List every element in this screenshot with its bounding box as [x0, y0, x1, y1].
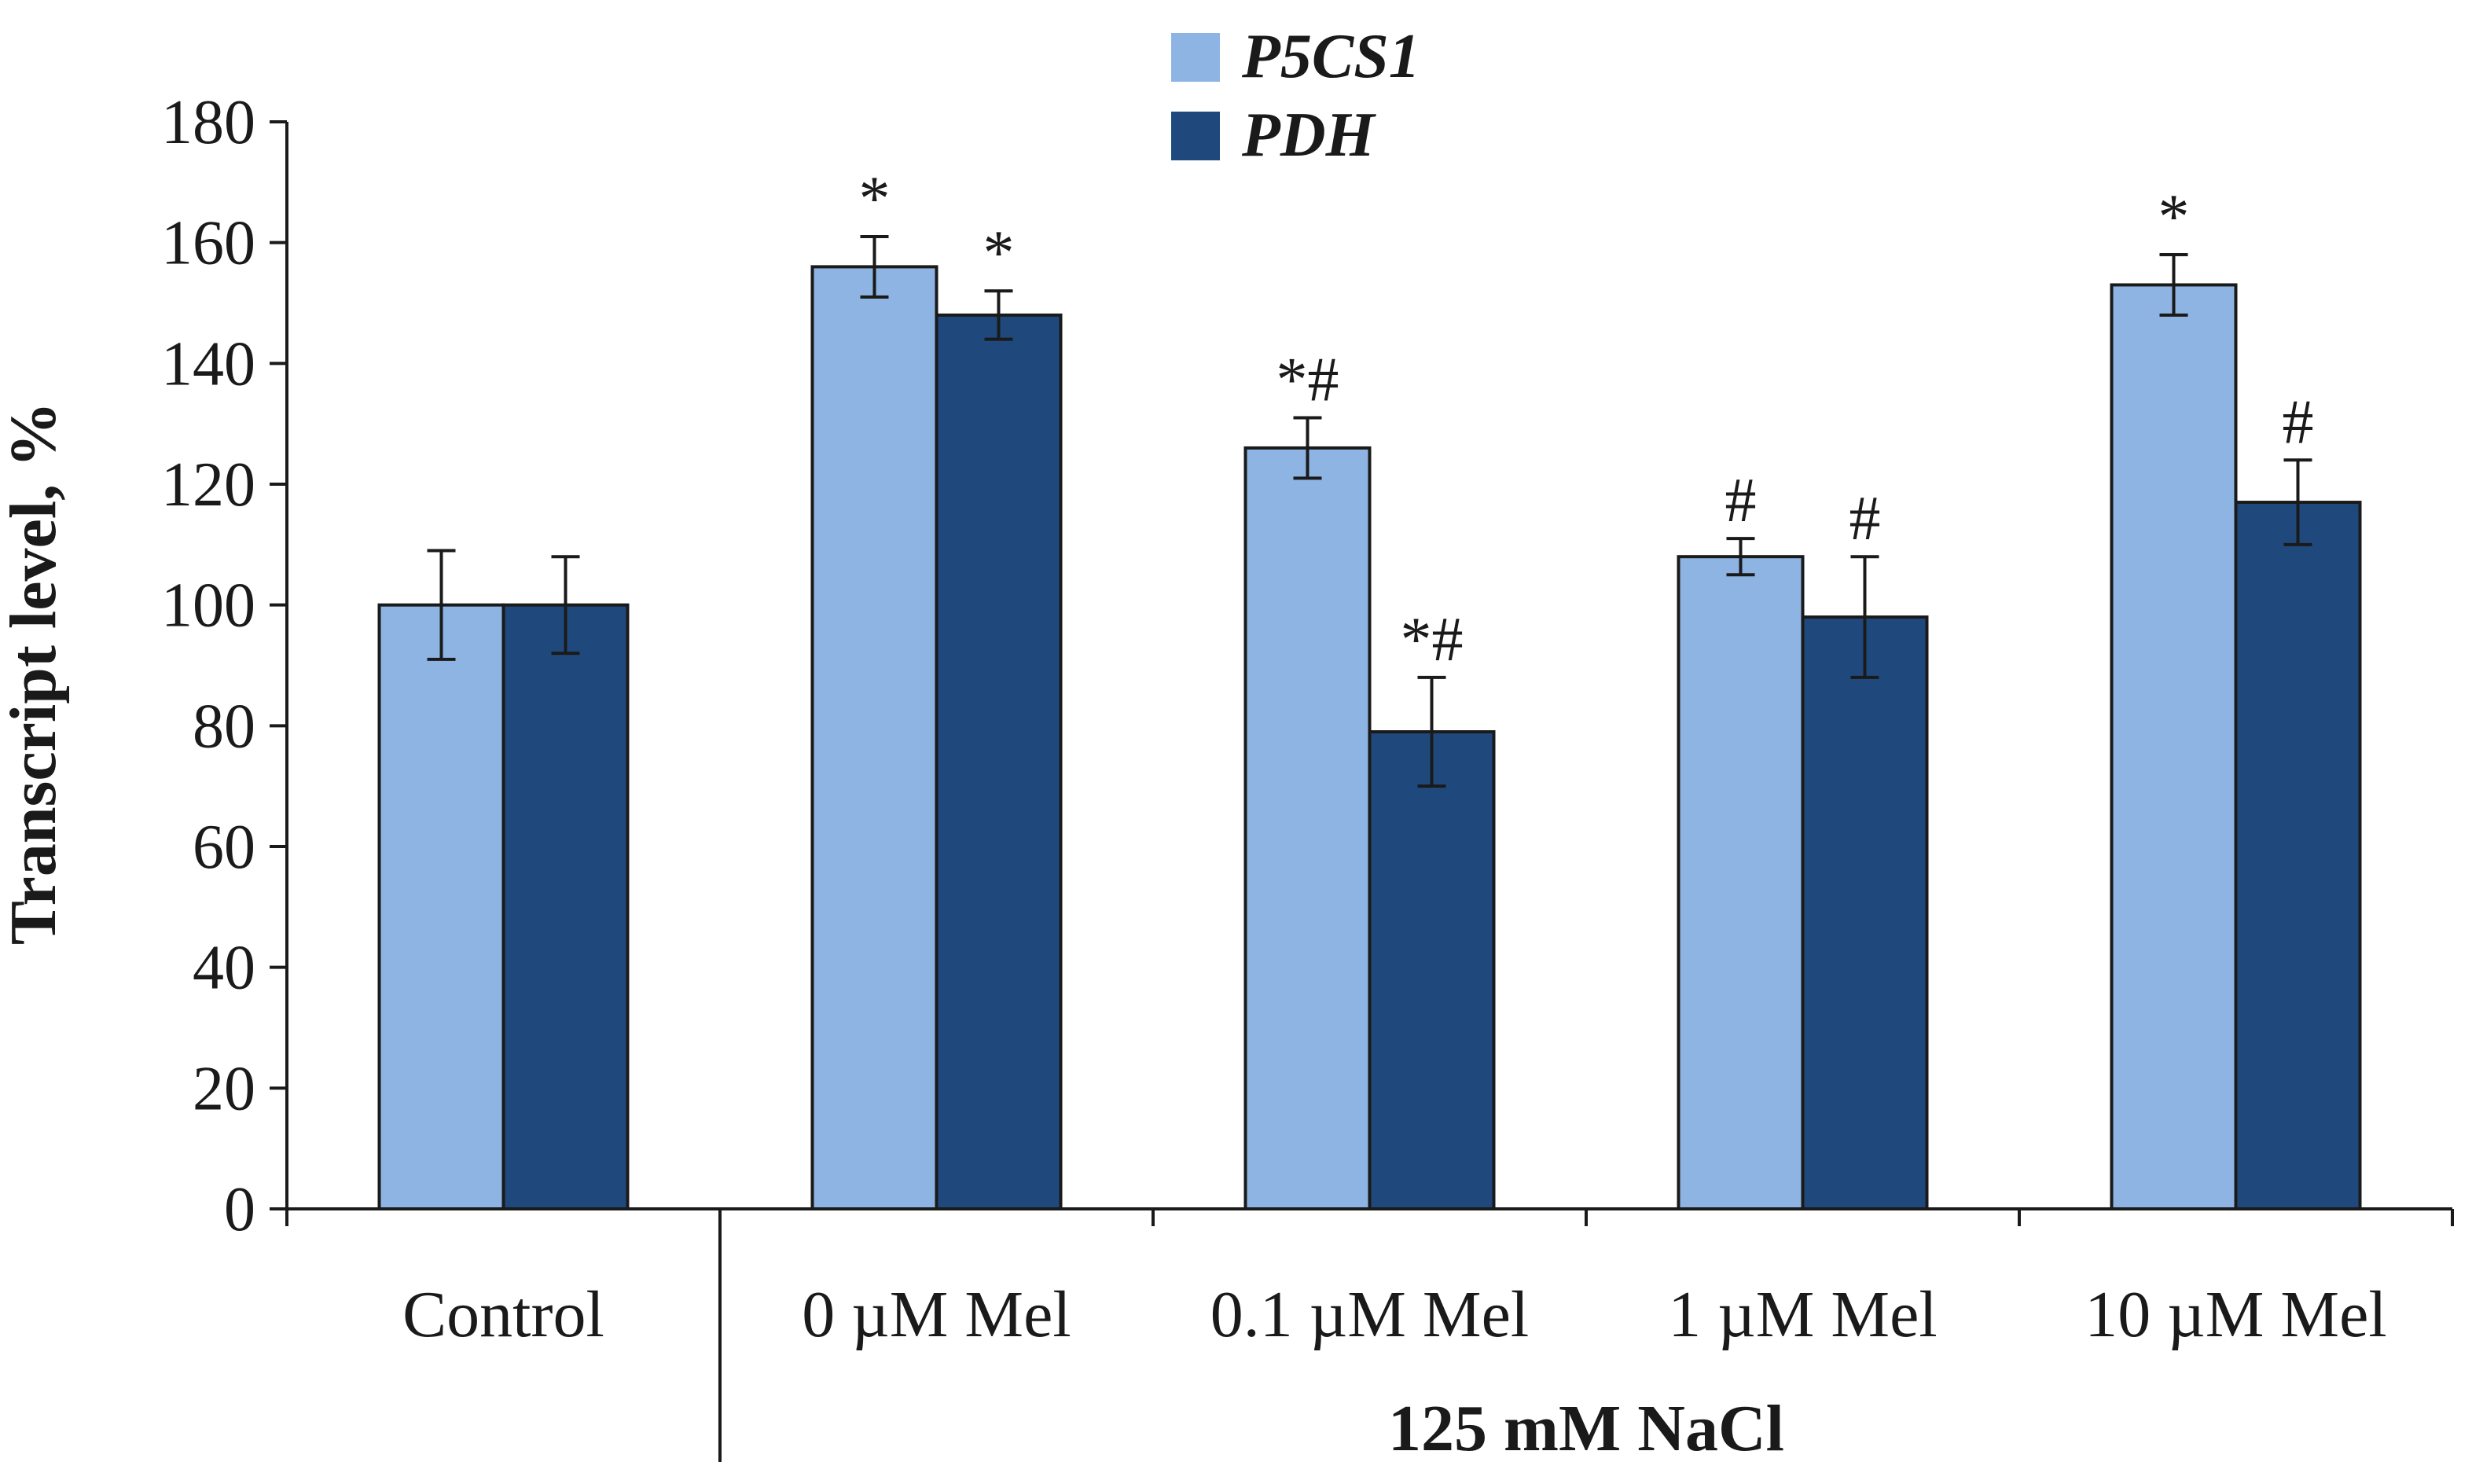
significance-mark: #: [2283, 388, 2314, 457]
bar-pdh: [2234, 501, 2362, 1210]
significance-mark: *: [859, 164, 891, 233]
significance-mark: *#: [1401, 605, 1464, 674]
bars: [377, 265, 2362, 1211]
y-tick-label: 0: [224, 1175, 255, 1244]
y-tick-label: 120: [161, 450, 255, 520]
y-ticks: 0 20 40 60 80 100 120 140 160 180: [161, 88, 287, 1244]
bar-p5cs1: [377, 603, 505, 1210]
x-category-label: 10 µM Mel: [2084, 1278, 2386, 1351]
y-tick-label: 40: [193, 934, 255, 1003]
x-category-labels: Control 0 µM Mel 0.1 µM Mel 1 µM Mel 10 µM M…: [402, 1278, 2387, 1351]
x-category-label: Control: [402, 1278, 604, 1351]
x-category-label: 1 µM Mel: [1668, 1278, 1937, 1351]
error-bars: [427, 234, 2312, 788]
legend-swatch-p5cs1: [1171, 33, 1220, 82]
y-tick-label: 20: [193, 1054, 255, 1123]
y-tick-label: 60: [193, 813, 255, 882]
x-category-dividers: [285, 1209, 2454, 1226]
group-label: 125 mM NaCl: [1388, 1392, 1784, 1465]
significance-mark: #: [1725, 466, 1757, 535]
legend-label-pdh: PDH: [1241, 101, 1377, 170]
y-tick-label: 80: [193, 692, 255, 761]
legend-swatch-pdh: [1171, 112, 1220, 160]
y-tick-label: 160: [161, 209, 255, 278]
bar-p5cs1: [1243, 446, 1372, 1210]
y-axis: 0 20 40 60 80 100 120 140 160 180: [161, 88, 288, 1244]
significance-mark: *#: [1276, 345, 1339, 414]
bar-p5cs1: [810, 265, 938, 1210]
significance-mark: #: [1849, 484, 1881, 553]
significance-mark: *: [2158, 182, 2190, 252]
bar-p5cs1: [1677, 555, 1805, 1210]
x-category-label: 0 µM Mel: [802, 1278, 1071, 1351]
legend: P5CS1 PDH: [1171, 22, 1420, 170]
y-axis-title: Transcript level, %: [0, 402, 70, 945]
bar-p5cs1: [2110, 283, 2238, 1211]
bar-pdh: [1801, 615, 1929, 1210]
significance-annotations: * *# # * * *# # #: [859, 164, 2314, 674]
y-tick-label: 140: [161, 329, 255, 399]
significance-mark: *: [983, 219, 1015, 288]
x-axis: Control 0 µM Mel 0.1 µM Mel 1 µM Mel 10 µM M…: [285, 1207, 2454, 1465]
x-category-label: 0.1 µM Mel: [1210, 1278, 1529, 1351]
y-tick-label: 100: [161, 571, 255, 641]
bar-pdh: [501, 603, 630, 1210]
legend-label-p5cs1: P5CS1: [1241, 22, 1420, 91]
bar-pdh: [935, 313, 1063, 1210]
bar-pdh: [1368, 730, 1496, 1210]
y-tick-label: 180: [161, 88, 255, 157]
